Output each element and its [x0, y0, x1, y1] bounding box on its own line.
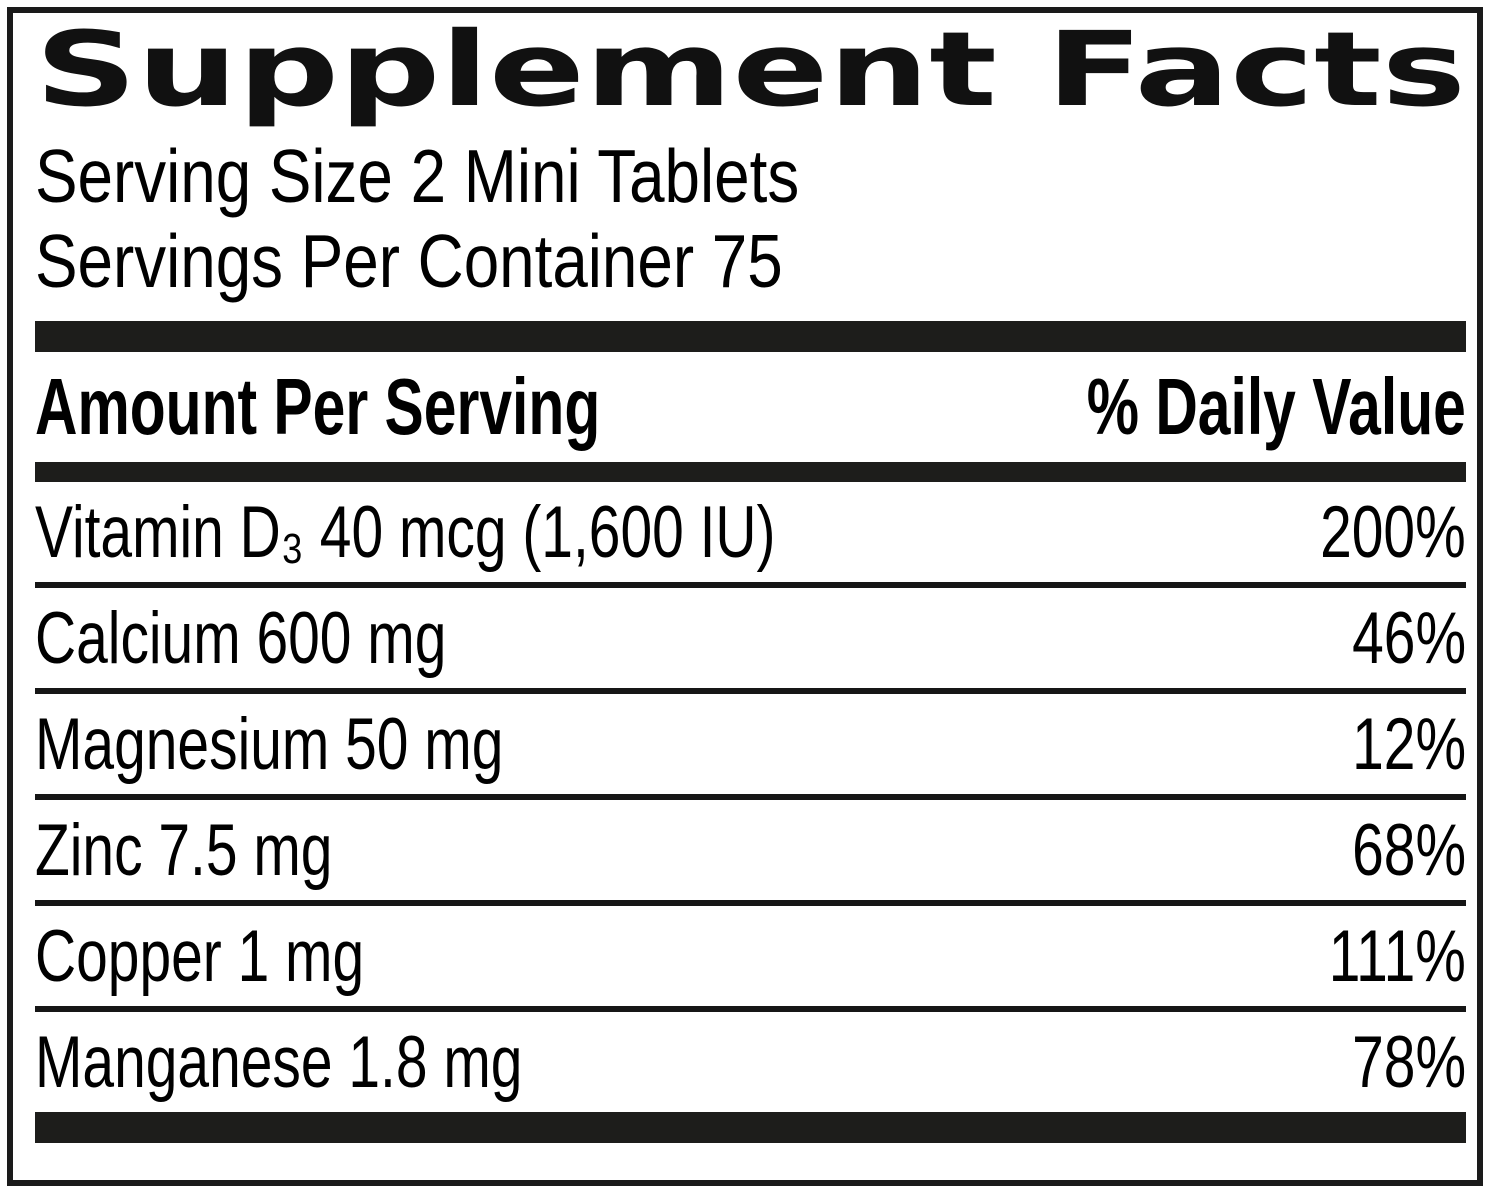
column-header-amount: Amount Per Serving — [35, 362, 601, 451]
table-row-magnesium: Magnesium 50 mg 12% — [35, 694, 1466, 800]
table-row-vitamin-d3: Vitamin D₃ 40 mcg (1,600 IU) 200% — [35, 482, 1466, 588]
divider-bar-mid — [35, 462, 1466, 482]
nutrient-daily-value: 200% — [1320, 491, 1466, 573]
column-header-daily-value: % Daily Value — [1086, 362, 1466, 451]
nutrient-daily-value: 68% — [1352, 809, 1466, 891]
table-row-manganese: Manganese 1.8 mg 78% — [35, 1012, 1466, 1112]
divider-bar-bottom — [35, 1112, 1466, 1143]
column-header-row: Amount Per Serving % Daily Value — [35, 352, 1466, 462]
nutrient-table: Vitamin D₃ 40 mcg (1,600 IU) 200% Calciu… — [35, 482, 1466, 1112]
label-border — [7, 7, 1483, 1186]
label-content: Supplement Facts Serving Size 2 Mini Tab… — [35, 0, 1466, 1196]
page-title: Supplement Facts — [35, 24, 1466, 130]
nutrient-name: Vitamin D₃ 40 mcg (1,600 IU) — [35, 491, 776, 573]
nutrient-daily-value: 111% — [1328, 915, 1466, 997]
serving-info: Serving Size 2 Mini Tablets Servings Per… — [35, 134, 1466, 304]
table-row-copper: Copper 1 mg 111% — [35, 906, 1466, 1012]
servings-per-container-text: Servings Per Container 75 — [35, 219, 783, 303]
servings-per-container-line: Servings Per Container 75 — [35, 219, 1466, 304]
title-graphic: Supplement Facts — [35, 24, 1466, 130]
nutrient-name: Magnesium 50 mg — [35, 703, 504, 785]
nutrient-name: Zinc 7.5 mg — [35, 809, 333, 891]
nutrient-name: Copper 1 mg — [35, 915, 365, 997]
serving-size-line: Serving Size 2 Mini Tablets — [35, 134, 1466, 219]
nutrient-daily-value: 78% — [1352, 1021, 1466, 1103]
nutrient-daily-value: 12% — [1352, 703, 1466, 785]
nutrient-name: Manganese 1.8 mg — [35, 1021, 523, 1103]
serving-size-text: Serving Size 2 Mini Tablets — [35, 134, 800, 218]
table-row-zinc: Zinc 7.5 mg 68% — [35, 800, 1466, 906]
table-row-calcium: Calcium 600 mg 46% — [35, 588, 1466, 694]
divider-bar-top — [35, 321, 1466, 352]
nutrient-name: Calcium 600 mg — [35, 597, 447, 679]
nutrient-daily-value: 46% — [1352, 597, 1466, 679]
